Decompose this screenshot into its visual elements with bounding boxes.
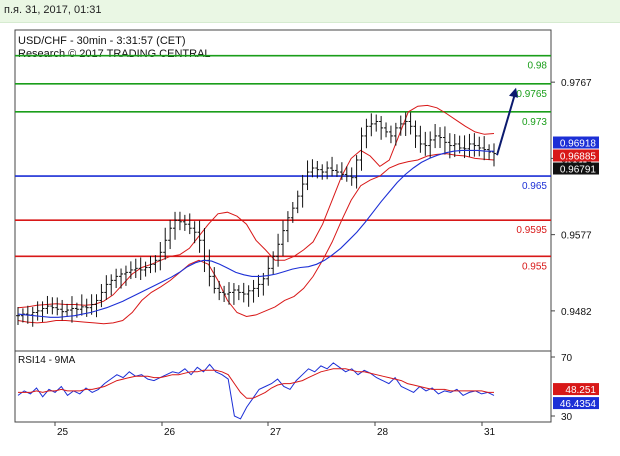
forecast-arrow-shaft: [496, 93, 516, 156]
x-tick-label: 31: [484, 427, 496, 438]
chart-subtitle: Research © 2017 TRADING CENTRAL: [18, 48, 211, 60]
timestamp-bar: п.я. 31, 2017, 01:31: [0, 0, 620, 23]
x-tick-label: 26: [164, 427, 176, 438]
rsi-ma-line: [18, 368, 494, 399]
x-tick-label: 25: [57, 427, 69, 438]
price-tag: [553, 162, 599, 175]
price-tag: [553, 383, 599, 396]
y-tick-label: 0.9577: [561, 231, 592, 242]
x-tick-label: 27: [270, 427, 282, 438]
price-tag-label: 0.96885: [560, 152, 597, 163]
chart-title: USD/CHF - 30min - 3:31:57 (CET): [18, 35, 185, 47]
rsi-panel: [14, 350, 552, 423]
y-tick-label: 0.9482: [561, 307, 592, 318]
price-tag: [553, 136, 599, 149]
forecast-arrow-head: [509, 87, 518, 98]
level-label: 0.9595: [516, 225, 547, 236]
bollinger-upper-line: [17, 104, 495, 309]
moving-average-line: [17, 149, 494, 318]
rsi-y-tick-label: 70: [561, 353, 573, 364]
y-tick-label: 0.9767: [561, 78, 592, 89]
price-tag-label: 0.96918: [560, 139, 597, 150]
rsi-y-tick-label: 30: [561, 412, 573, 423]
price-tag: [553, 397, 599, 410]
price-tag: [553, 149, 599, 162]
timestamp: п.я. 31, 2017, 01:31: [4, 4, 102, 16]
level-label: 0.973: [522, 117, 547, 128]
level-label: 0.965: [522, 181, 547, 192]
price-tag-label: 0.96791: [560, 165, 597, 176]
x-tick-label: 28: [377, 427, 389, 438]
rsi-title: RSI14 - 9MA: [18, 355, 76, 366]
level-label: 0.9765: [516, 89, 547, 100]
bollinger-lower-line: [17, 153, 495, 325]
rsi-line: [17, 362, 495, 420]
main-panel: [14, 29, 552, 352]
level-label: 0.955: [522, 261, 547, 272]
price-tag-label: 48.251: [565, 385, 596, 396]
level-label: 0.98: [528, 61, 548, 72]
price-tag-label: 46.4354: [560, 399, 597, 410]
